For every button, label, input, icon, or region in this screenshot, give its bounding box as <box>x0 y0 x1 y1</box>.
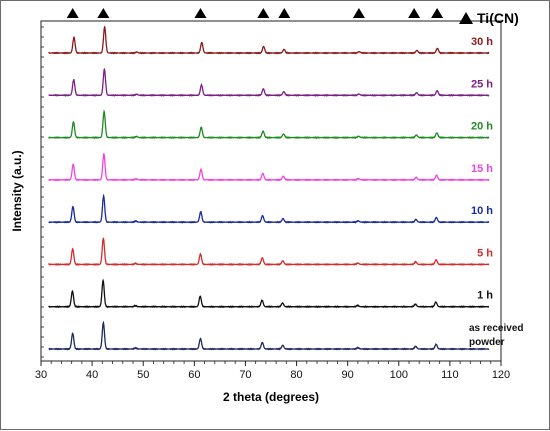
x-tick-label: 90 <box>342 369 354 381</box>
legend: Ti(CN) <box>459 10 519 26</box>
series-label: 15 h <box>471 163 493 175</box>
trace-line <box>48 320 490 351</box>
series-label: powder <box>469 337 505 348</box>
series-label: as received <box>469 323 524 334</box>
axes-group: 30 40 50 60 70 80 90 100 110 120 <box>35 20 510 381</box>
x-tick-label: 110 <box>441 369 459 381</box>
peak-marker <box>408 8 421 18</box>
trace-line <box>48 152 490 182</box>
x-tick-label: 30 <box>35 369 47 381</box>
x-axis-label: 2 theta (degrees) <box>223 390 319 404</box>
series-labels-group: 30 h 25 h 20 h 15 h 10 h 5 h 1 h as received pow… <box>469 36 524 348</box>
series-label: 25 h <box>471 78 493 90</box>
traces-group <box>48 25 490 351</box>
legend-label: Ti(CN) <box>477 10 519 26</box>
series-label: 20 h <box>471 121 493 133</box>
peak-marker <box>431 8 444 18</box>
series-label: 30 h <box>471 36 493 48</box>
trace-line <box>48 278 490 309</box>
plot-area-border <box>40 20 502 362</box>
trace-line <box>48 193 490 224</box>
series-label: 5 h <box>477 247 493 259</box>
trace-line <box>48 237 490 266</box>
peak-marker <box>257 8 270 18</box>
peak-marker <box>194 8 207 18</box>
trace-line <box>48 25 490 55</box>
x-tick-label: 40 <box>86 369 98 381</box>
trace-line <box>48 109 490 140</box>
peak-marker <box>97 8 110 18</box>
trace-line <box>48 68 490 97</box>
peak-marker <box>278 8 291 18</box>
series-label: 1 h <box>477 290 493 302</box>
x-tick-label: 80 <box>290 369 302 381</box>
peak-marker <box>352 8 365 18</box>
legend-triangle-marker <box>459 12 473 24</box>
x-tick-label: 70 <box>239 369 251 381</box>
peak-markers-group <box>66 8 444 18</box>
x-tick-label: 100 <box>390 369 408 381</box>
x-tick-label: 50 <box>137 369 149 381</box>
x-tick-label: 120 <box>492 369 510 381</box>
series-label: 10 h <box>471 205 493 217</box>
peak-marker <box>66 8 79 18</box>
y-axis-label: Intensity (a.u.) <box>10 150 24 231</box>
x-tick-label: 60 <box>188 369 200 381</box>
